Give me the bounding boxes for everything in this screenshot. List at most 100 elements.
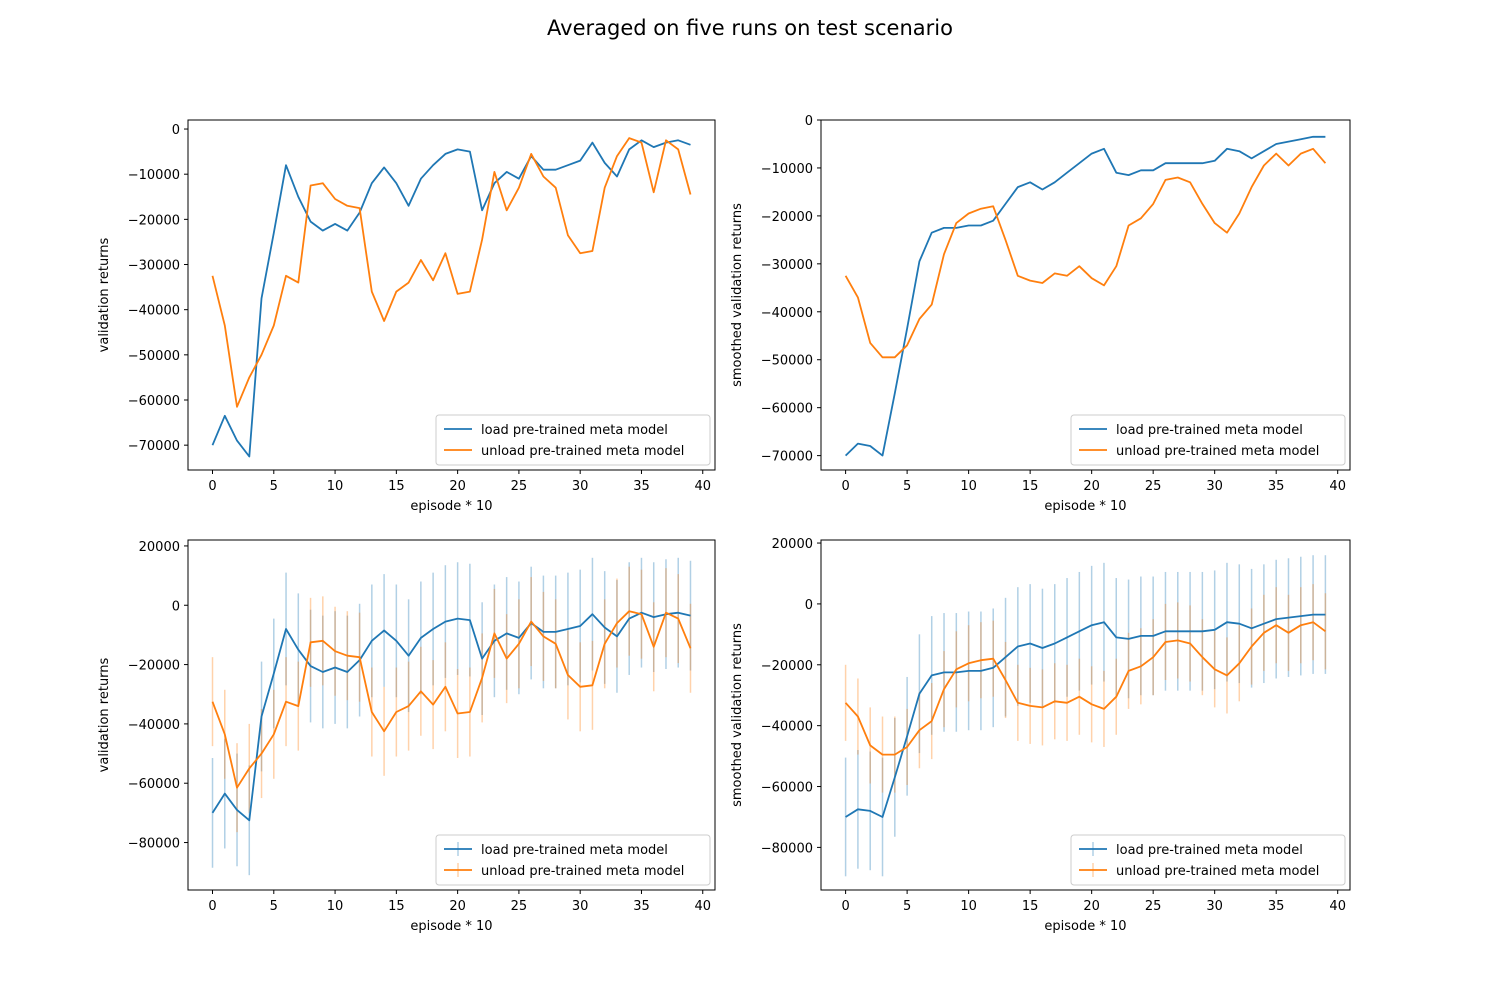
x-tick-label: 0	[841, 479, 849, 494]
y-axis-label: smoothed validation returns	[730, 623, 745, 807]
x-axis-label: episode * 10	[1044, 499, 1126, 514]
legend-label: unload pre-trained meta model	[1116, 444, 1319, 459]
x-tick-label: 20	[1083, 899, 1100, 914]
y-tick-label: −10000	[761, 162, 813, 177]
y-tick-label: 20000	[139, 540, 180, 555]
y-tick-label: −80000	[128, 837, 180, 852]
y-tick-label: −40000	[128, 718, 180, 733]
plot-frame	[187, 119, 716, 471]
plot-frame	[820, 119, 1351, 471]
legend: load pre-trained meta model unload pre-tr…	[1070, 834, 1346, 886]
y-tick-label: −30000	[128, 259, 180, 274]
y-tick-label: −40000	[761, 306, 813, 321]
series-line-load	[845, 613, 1326, 818]
x-tick-label: 15	[388, 899, 405, 914]
series-line-load	[844, 135, 1326, 457]
subplot-3: 0 5 10 15 20 25 30 35 40 −80000 −60000 −40000 −20000…	[97, 539, 716, 934]
legend-label: load pre-trained meta model	[1116, 843, 1303, 858]
x-axis-label: episode * 10	[410, 499, 492, 514]
error-bars-load	[844, 555, 1327, 877]
y-tick-label: −50000	[128, 349, 180, 364]
y-axis-label: validation returns	[97, 237, 112, 352]
x-axis-label: episode * 10	[410, 919, 492, 934]
legend-label: load pre-trained meta model	[481, 423, 668, 438]
plot-frame	[820, 539, 1351, 891]
x-tick-label: 0	[841, 899, 849, 914]
series-line-unload	[211, 137, 692, 408]
legend-label: load pre-trained meta model	[481, 843, 668, 858]
y-tick-label: −60000	[128, 777, 180, 792]
y-tick-label: 0	[172, 123, 180, 138]
x-tick-label: 0	[208, 899, 216, 914]
x-tick-label: 30	[572, 479, 589, 494]
y-tick-label: −70000	[761, 450, 813, 465]
x-tick-label: 30	[572, 899, 589, 914]
legend-box	[435, 834, 711, 886]
plot-frame	[187, 539, 716, 891]
x-tick-label: 35	[1268, 479, 1285, 494]
x-tick-label: 10	[960, 479, 977, 494]
x-tick-label: 40	[694, 479, 711, 494]
y-tick-label: −70000	[128, 439, 180, 454]
x-tick-label: 15	[1022, 899, 1039, 914]
legend: load pre-trained meta model unload pre-tr…	[1070, 414, 1346, 466]
x-tick-label: 40	[694, 899, 711, 914]
y-tick-label: 20000	[772, 537, 813, 552]
error-bars-load	[211, 557, 692, 876]
x-tick-label: 10	[327, 479, 344, 494]
x-tick-label: 30	[1206, 899, 1223, 914]
x-tick-label: 25	[1145, 479, 1162, 494]
x-tick-label: 20	[1083, 479, 1100, 494]
legend-box	[1070, 834, 1346, 886]
x-tick-label: 5	[903, 899, 911, 914]
error-bars-unload	[844, 584, 1327, 793]
series-line-unload	[844, 147, 1327, 359]
y-tick-label: −60000	[761, 781, 813, 796]
legend-label: unload pre-trained meta model	[1116, 864, 1319, 879]
y-tick-label: −20000	[761, 210, 813, 225]
x-axis-label: episode * 10	[1044, 919, 1126, 934]
y-tick-label: −20000	[128, 213, 180, 228]
y-tick-label: −60000	[761, 402, 813, 417]
y-tick-label: −10000	[128, 168, 180, 183]
x-tick-label: 5	[270, 899, 278, 914]
legend-box	[435, 414, 711, 466]
series-line-load	[211, 139, 691, 458]
subplot-1: 0 5 10 15 20 25 30 35 40 −70000 −60000 −50000 −40000…	[97, 119, 716, 514]
legend-label: unload pre-trained meta model	[481, 864, 684, 879]
x-tick-label: 10	[960, 899, 977, 914]
y-tick-label: −50000	[761, 354, 813, 369]
series-line-unload	[844, 621, 1326, 756]
y-tick-label: −20000	[761, 659, 813, 674]
x-tick-label: 0	[208, 479, 216, 494]
series-line-load	[211, 611, 691, 822]
x-tick-label: 10	[327, 899, 344, 914]
x-tick-label: 30	[1206, 479, 1223, 494]
x-tick-label: 35	[633, 479, 650, 494]
x-tick-label: 40	[1329, 899, 1346, 914]
y-tick-label: −30000	[761, 258, 813, 273]
legend-box	[1070, 414, 1346, 466]
y-tick-label: −60000	[128, 394, 180, 409]
x-tick-label: 25	[511, 479, 528, 494]
x-tick-label: 25	[511, 899, 528, 914]
x-tick-label: 20	[449, 899, 466, 914]
y-tick-label: 0	[805, 114, 813, 129]
legend: load pre-trained meta model unload pre-tr…	[435, 834, 711, 886]
x-tick-label: 25	[1145, 899, 1162, 914]
x-tick-label: 35	[1268, 899, 1285, 914]
y-tick-label: −20000	[128, 659, 180, 674]
series-line-unload	[211, 610, 692, 789]
x-tick-label: 5	[270, 479, 278, 494]
y-axis-label: smoothed validation returns	[730, 203, 745, 387]
legend-label: unload pre-trained meta model	[481, 444, 684, 459]
y-axis-label: validation returns	[97, 657, 112, 772]
legend-label: load pre-trained meta model	[1116, 423, 1303, 438]
x-tick-label: 5	[903, 479, 911, 494]
x-tick-label: 15	[1022, 479, 1039, 494]
x-tick-label: 35	[633, 899, 650, 914]
y-tick-label: −80000	[761, 841, 813, 856]
subplot-2: 0 5 10 15 20 25 30 35 40 −70000 −60000 −50000 −40000…	[730, 114, 1351, 514]
subplot-4: 0 5 10 15 20 25 30 35 40 −80000 −60000 −40000 −20000…	[730, 537, 1351, 934]
